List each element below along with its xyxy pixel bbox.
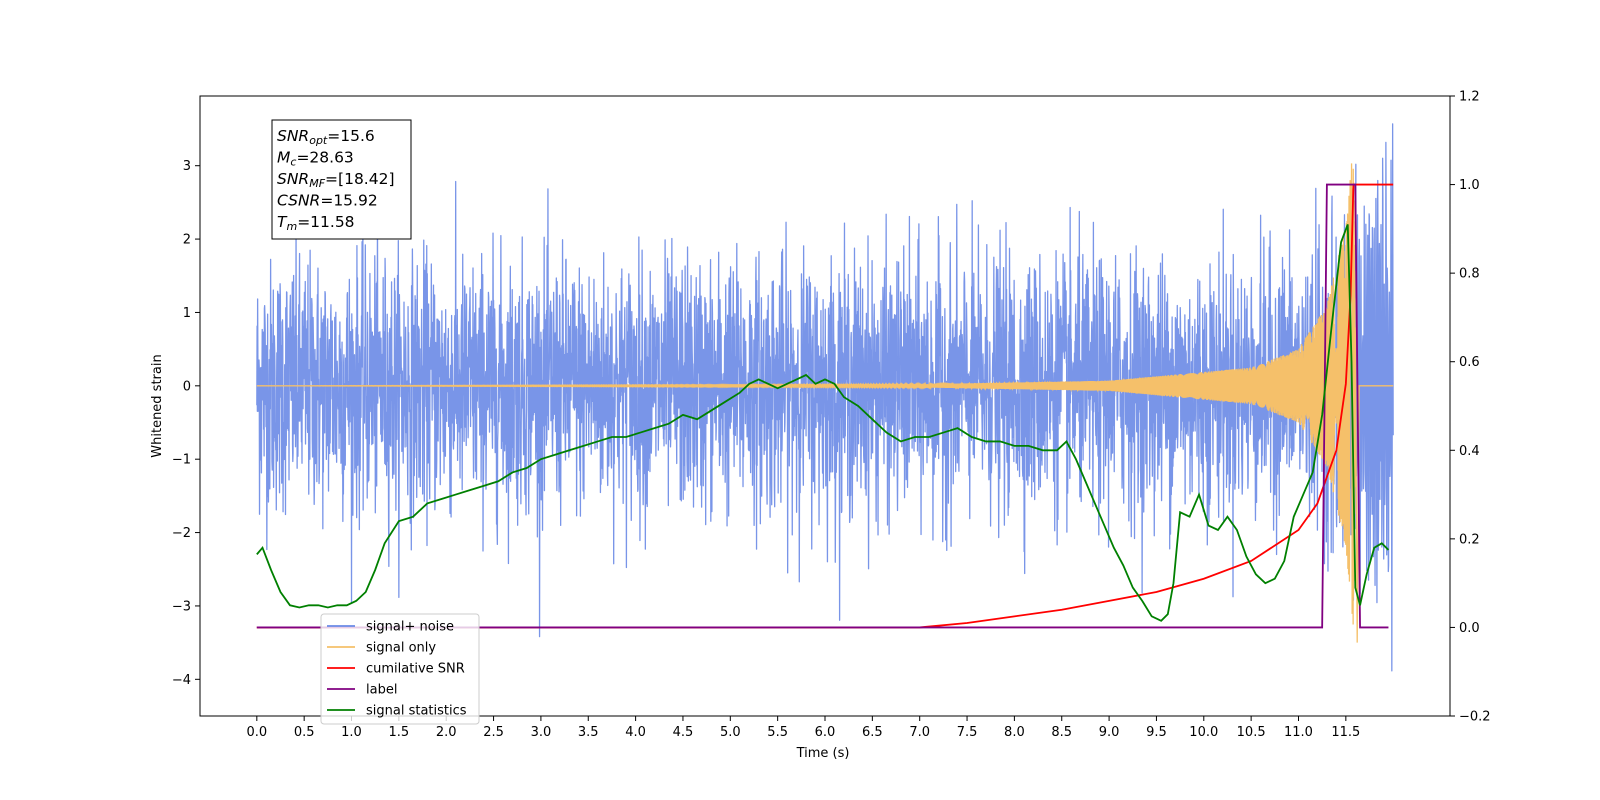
annotation-line: SNRMF=[18.42] (277, 170, 395, 190)
legend-label: label (366, 683, 397, 698)
y-tick-label: −3 (172, 599, 191, 614)
series-line-signal-only (256, 163, 1394, 643)
legend-label: signal+ noise (366, 620, 454, 635)
y-tick-label: 3 (183, 159, 191, 174)
x-tick-label: 2.5 (483, 725, 504, 740)
legend-label: signal statistics (366, 704, 467, 719)
annotation-line: SNRopt=15.6 (277, 127, 375, 147)
y2-tick-label: 1.0 (1459, 178, 1480, 193)
x-tick-label: 4.5 (673, 725, 694, 740)
y2-tick-label: 1.2 (1459, 90, 1480, 105)
annotation-line: Tm=11.58 (277, 213, 355, 233)
x-tick-label: 7.0 (909, 725, 930, 740)
x-tick-label: 8.5 (1051, 725, 1072, 740)
y-axis-label: Whitened strain (150, 354, 165, 457)
x-tick-label: 3.0 (531, 725, 552, 740)
y2-tick-label: 0.8 (1459, 267, 1480, 282)
y-tick-label: 2 (183, 233, 191, 248)
x-tick-label: 1.5 (389, 725, 410, 740)
series-line-label (256, 183, 1389, 629)
legend-frame (320, 613, 480, 725)
y-tick-label: −2 (172, 526, 191, 541)
x-tick-label: 4.0 (625, 725, 646, 740)
y2-tick-label: 0.6 (1459, 355, 1480, 370)
annotation-line: Mc=28.63 (277, 149, 354, 169)
y2-tick-label: 0.2 (1459, 532, 1480, 547)
x-tick-label: 6.5 (862, 725, 883, 740)
x-tick-label: 9.0 (1099, 725, 1120, 740)
plot-area (256, 123, 1394, 672)
x-tick-label: 7.5 (957, 725, 978, 740)
x-tick-label: 6.0 (815, 725, 836, 740)
annotation-frame (271, 119, 412, 240)
x-tick-label: 2.0 (436, 725, 457, 740)
x-tick-label: 0.0 (246, 725, 267, 740)
y-tick-label: 1 (183, 306, 191, 321)
x-tick-label: 11.5 (1331, 725, 1360, 740)
legend-label: signal only (366, 641, 436, 656)
x-axis-label: Time (s) (796, 746, 850, 761)
x-axis: 0.0 0.5 1.0 1.5 2.0 2.5 3.0 3.5 4.0 4.5 5.0 5.5 6.0 6… (246, 716, 1360, 740)
y-tick-label: −4 (172, 673, 191, 688)
x-tick-label: 0.5 (294, 725, 315, 740)
x-tick-label: 8.0 (1004, 725, 1025, 740)
y2-tick-label: −0.2 (1459, 710, 1491, 725)
y-axis-left: −4 −3 −2 −1 0 1 2 3 (172, 159, 200, 688)
series-line-cumulative-snr (256, 183, 1394, 629)
x-tick-label: 1.0 (341, 725, 362, 740)
legend-label: cumilative SNR (366, 662, 465, 677)
y2-tick-label: 0.4 (1459, 444, 1480, 459)
x-tick-label: 11.0 (1284, 725, 1313, 740)
x-tick-label: 9.5 (1146, 725, 1167, 740)
x-tick-label: 10.0 (1189, 725, 1218, 740)
y-tick-label: 0 (183, 379, 191, 394)
y-axis-right: −0.2 0.0 0.2 0.4 0.6 0.8 1.0 1.2 (1450, 90, 1491, 725)
y2-tick-label: 0.0 (1459, 621, 1480, 636)
y-tick-label: −1 (172, 453, 191, 468)
series-line-signal-statistics (256, 224, 1390, 622)
x-tick-label: 3.5 (578, 725, 599, 740)
x-tick-label: 5.5 (767, 725, 788, 740)
legend: signal+ noise signal only cumilative SNR la… (320, 613, 480, 725)
annotation-line: CSNR=15.92 (277, 192, 378, 210)
x-tick-label: 10.5 (1237, 725, 1266, 740)
x-tick-label: 5.0 (720, 725, 741, 740)
